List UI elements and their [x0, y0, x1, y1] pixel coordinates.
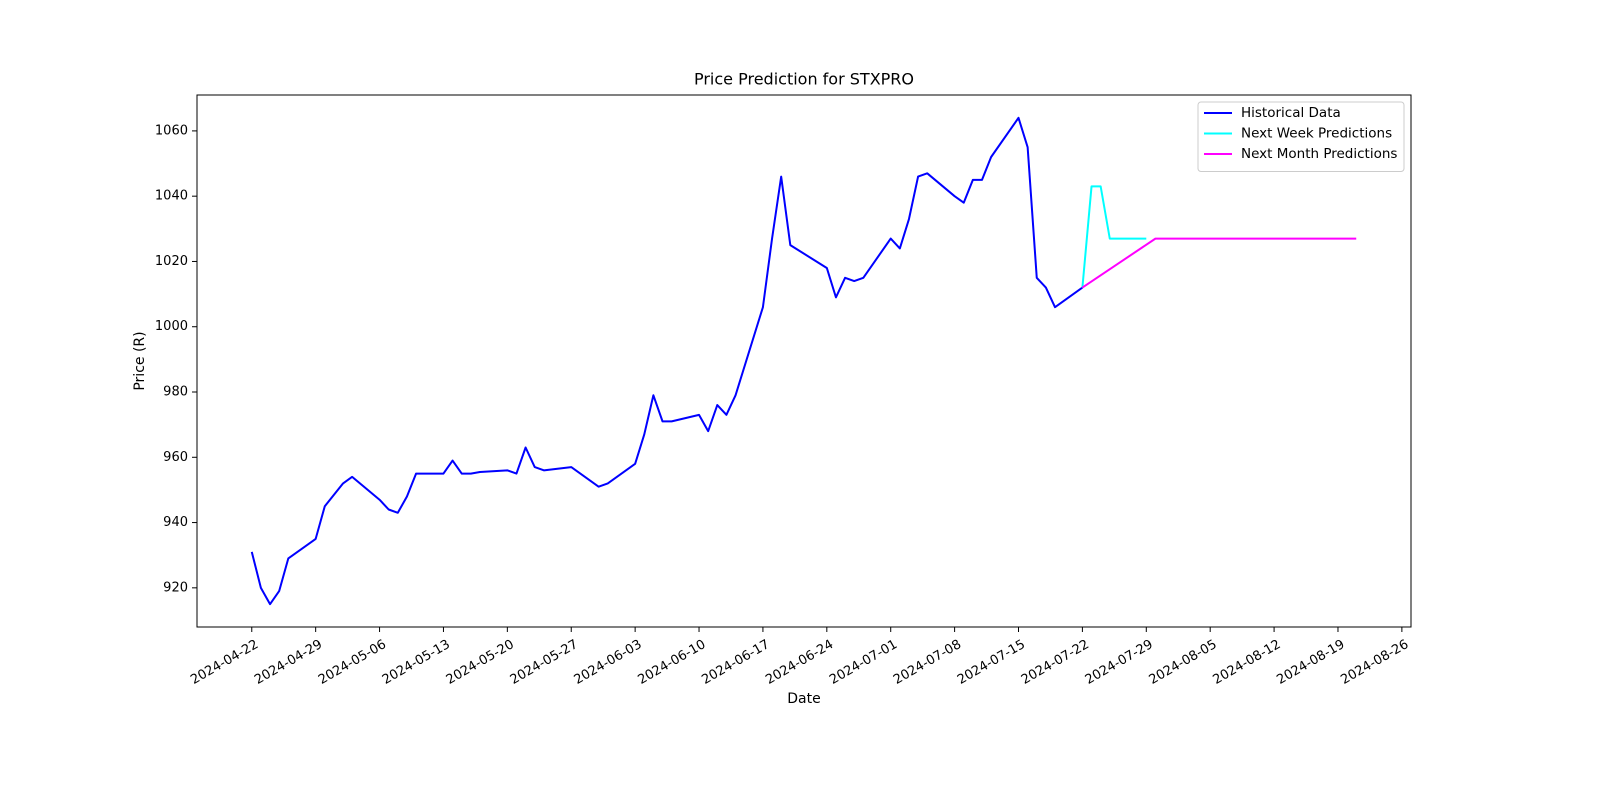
plot-lines: [250, 116, 1357, 606]
legend-label: Historical Data: [1241, 105, 1341, 121]
y-tick-label: 1020: [155, 254, 188, 269]
series-line-next-week-predictions: [1081, 185, 1147, 288]
y-axis-title: Price (R): [132, 331, 148, 390]
y-axis: 920 940 960 980 1000 1020 1040 1060: [155, 123, 197, 595]
y-tick-label: 940: [163, 515, 188, 530]
series-line-historical-data: [250, 116, 1083, 606]
y-tick-label: 1060: [155, 123, 188, 138]
plot-frame: [196, 94, 1412, 628]
y-tick-label: 1040: [155, 189, 188, 204]
chart-title: Price Prediction for STXPRO: [694, 70, 914, 89]
x-axis-title: Date: [787, 691, 820, 707]
y-tick-label: 960: [163, 450, 188, 465]
y-tick-label: 920: [163, 580, 188, 595]
legend-box: [1197, 101, 1405, 172]
legend: Historical Data Next Week Predictions Next…: [1197, 101, 1405, 172]
y-tick-label: 1000: [155, 319, 188, 334]
legend-label: Next Month Predictions: [1241, 146, 1397, 162]
y-tick-label: 980: [163, 385, 188, 400]
series-line-next-month-predictions: [1081, 237, 1357, 289]
legend-label: Next Week Predictions: [1241, 126, 1392, 142]
